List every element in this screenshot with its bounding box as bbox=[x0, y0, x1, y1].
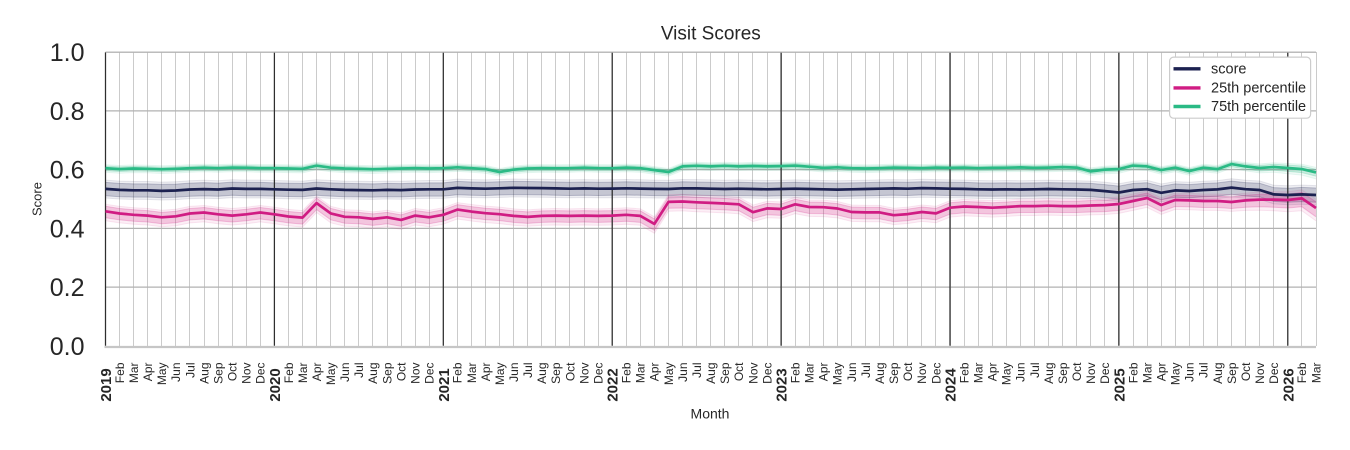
svg-text:Oct: Oct bbox=[732, 362, 746, 381]
svg-text:Visit Scores: Visit Scores bbox=[661, 24, 761, 45]
svg-text:May: May bbox=[324, 363, 338, 386]
svg-text:Aug: Aug bbox=[704, 363, 718, 384]
svg-text:Sep: Sep bbox=[887, 362, 901, 384]
svg-text:Sep: Sep bbox=[211, 362, 225, 384]
svg-text:Nov: Nov bbox=[409, 363, 423, 384]
svg-text:Feb: Feb bbox=[113, 362, 127, 383]
svg-text:Apr: Apr bbox=[648, 363, 662, 382]
svg-text:Mar: Mar bbox=[1309, 363, 1323, 384]
svg-text:Jun: Jun bbox=[338, 363, 352, 382]
svg-text:Jul: Jul bbox=[690, 363, 704, 378]
svg-text:May: May bbox=[493, 363, 507, 386]
svg-text:Aug: Aug bbox=[535, 363, 549, 384]
svg-text:Jul: Jul bbox=[1197, 363, 1211, 378]
svg-text:Jun: Jun bbox=[1014, 363, 1028, 382]
svg-text:Mar: Mar bbox=[634, 363, 648, 384]
svg-text:Feb: Feb bbox=[789, 362, 803, 383]
svg-text:0.0: 0.0 bbox=[50, 333, 85, 361]
svg-text:Sep: Sep bbox=[1225, 362, 1239, 384]
svg-text:Sep: Sep bbox=[718, 362, 732, 384]
svg-text:0.6: 0.6 bbox=[50, 157, 85, 185]
svg-text:2023: 2023 bbox=[774, 368, 791, 401]
svg-text:Sep: Sep bbox=[549, 362, 563, 384]
svg-text:Feb: Feb bbox=[1295, 362, 1309, 383]
svg-text:Jul: Jul bbox=[859, 363, 873, 378]
svg-text:2024: 2024 bbox=[943, 368, 960, 402]
svg-text:Dec: Dec bbox=[591, 363, 605, 384]
svg-text:2025: 2025 bbox=[1111, 368, 1128, 401]
svg-text:Dec: Dec bbox=[760, 363, 774, 384]
svg-text:Jun: Jun bbox=[845, 363, 859, 382]
svg-text:Sep: Sep bbox=[380, 362, 394, 384]
svg-text:Dec: Dec bbox=[423, 363, 437, 384]
svg-text:2019: 2019 bbox=[98, 368, 115, 401]
svg-text:Feb: Feb bbox=[282, 362, 296, 383]
svg-text:Aug: Aug bbox=[1042, 363, 1056, 384]
svg-text:Apr: Apr bbox=[141, 363, 155, 382]
svg-text:Dec: Dec bbox=[929, 363, 943, 384]
svg-text:Mar: Mar bbox=[465, 363, 479, 384]
svg-text:May: May bbox=[155, 363, 169, 386]
svg-text:Aug: Aug bbox=[197, 363, 211, 384]
svg-text:Apr: Apr bbox=[310, 363, 324, 382]
svg-text:Feb: Feb bbox=[620, 362, 634, 383]
svg-text:Apr: Apr bbox=[479, 363, 493, 382]
svg-text:Jun: Jun bbox=[1183, 363, 1197, 382]
svg-text:Jun: Jun bbox=[169, 363, 183, 382]
svg-text:2021: 2021 bbox=[436, 368, 453, 401]
svg-text:Aug: Aug bbox=[366, 363, 380, 384]
svg-text:Nov: Nov bbox=[746, 363, 760, 384]
svg-text:75th percentile: 75th percentile bbox=[1211, 99, 1306, 115]
svg-text:Oct: Oct bbox=[563, 362, 577, 381]
svg-text:Nov: Nov bbox=[1253, 363, 1267, 384]
svg-text:Sep: Sep bbox=[1056, 362, 1070, 384]
svg-text:May: May bbox=[1000, 363, 1014, 386]
svg-text:Month: Month bbox=[691, 406, 730, 422]
svg-text:Apr: Apr bbox=[986, 363, 1000, 382]
svg-text:Jul: Jul bbox=[183, 363, 197, 378]
svg-text:Dec: Dec bbox=[254, 363, 268, 384]
svg-text:2026: 2026 bbox=[1280, 368, 1297, 401]
svg-text:Apr: Apr bbox=[1155, 363, 1169, 382]
svg-text:Jul: Jul bbox=[1028, 363, 1042, 378]
svg-text:Nov: Nov bbox=[1084, 363, 1098, 384]
svg-text:Aug: Aug bbox=[873, 363, 887, 384]
svg-text:Feb: Feb bbox=[1126, 362, 1140, 383]
svg-text:Mar: Mar bbox=[803, 363, 817, 384]
svg-text:Oct: Oct bbox=[394, 362, 408, 381]
svg-text:May: May bbox=[831, 363, 845, 386]
svg-text:Oct: Oct bbox=[901, 362, 915, 381]
svg-text:Jun: Jun bbox=[507, 363, 521, 382]
svg-text:Mar: Mar bbox=[127, 363, 141, 384]
svg-text:Feb: Feb bbox=[957, 362, 971, 383]
svg-text:Dec: Dec bbox=[1098, 363, 1112, 384]
svg-text:25th percentile: 25th percentile bbox=[1211, 81, 1306, 97]
svg-text:0.4: 0.4 bbox=[50, 215, 85, 243]
svg-text:Jul: Jul bbox=[521, 363, 535, 378]
svg-text:0.8: 0.8 bbox=[50, 98, 85, 126]
svg-text:Feb: Feb bbox=[451, 362, 465, 383]
svg-text:Nov: Nov bbox=[577, 363, 591, 384]
svg-text:0.2: 0.2 bbox=[50, 274, 85, 302]
svg-text:Oct: Oct bbox=[1239, 362, 1253, 381]
svg-text:Mar: Mar bbox=[1140, 363, 1154, 384]
svg-text:Jun: Jun bbox=[676, 363, 690, 382]
svg-text:Mar: Mar bbox=[972, 363, 986, 384]
svg-text:Dec: Dec bbox=[1267, 363, 1281, 384]
svg-text:score: score bbox=[1211, 62, 1246, 78]
svg-text:2020: 2020 bbox=[267, 368, 284, 401]
svg-text:Nov: Nov bbox=[240, 363, 254, 384]
svg-text:Oct: Oct bbox=[226, 362, 240, 381]
svg-text:May: May bbox=[1169, 363, 1183, 386]
svg-text:May: May bbox=[662, 363, 676, 386]
svg-text:Oct: Oct bbox=[1070, 362, 1084, 381]
svg-text:Score: Score bbox=[30, 182, 45, 216]
svg-text:Aug: Aug bbox=[1211, 363, 1225, 384]
svg-text:Mar: Mar bbox=[296, 363, 310, 384]
svg-text:Apr: Apr bbox=[817, 363, 831, 382]
svg-text:2022: 2022 bbox=[605, 368, 622, 401]
svg-text:Nov: Nov bbox=[915, 363, 929, 384]
svg-text:Jul: Jul bbox=[352, 363, 366, 378]
svg-text:1.0: 1.0 bbox=[50, 39, 85, 67]
